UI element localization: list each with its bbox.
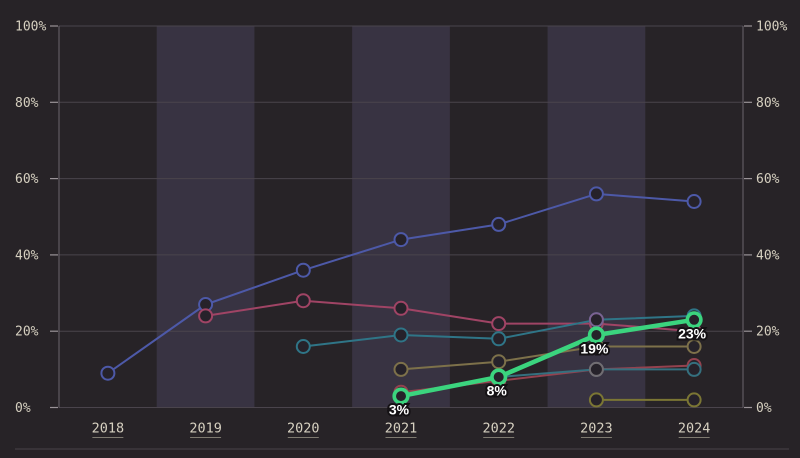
data-point-label-2023: 19%: [580, 341, 609, 357]
y-axis-label-left-100%: 100%: [15, 20, 46, 35]
y-axis-label-left-60%: 60%: [15, 172, 39, 187]
y-axis-label-left-80%: 80%: [15, 96, 39, 111]
band-layer: [156, 26, 646, 408]
y-axis-label-right-20%: 20%: [756, 325, 780, 340]
label-layer: 3% 8% 19% 23%: [387, 323, 709, 419]
data-point-olive-line-2024[interactable]: [686, 392, 702, 408]
data-point-green-highlight-line-2021[interactable]: [392, 387, 410, 405]
data-point-indigo-line-2018[interactable]: [100, 365, 116, 381]
data-point-green-highlight-line-2022[interactable]: [490, 368, 508, 386]
data-point-rose-line-2019[interactable]: [198, 308, 214, 324]
grid-layer: [59, 25, 743, 408]
data-point-violet-point-2023[interactable]: [588, 312, 604, 328]
data-point-indigo-line-2021[interactable]: [393, 232, 409, 248]
data-point-teal-line-2020[interactable]: [295, 339, 311, 354]
data-point-label-2021: 3%: [389, 402, 410, 418]
data-point-teal-line-2022[interactable]: [491, 331, 507, 347]
y-axis-label-left-0%: 0%: [15, 401, 31, 416]
highlight-band-2021: [352, 26, 450, 408]
y-axis-label-right-60%: 60%: [756, 172, 780, 187]
data-point-teal-line-2021[interactable]: [393, 327, 409, 343]
data-point-rose-line-2022[interactable]: [491, 316, 507, 332]
x-axis-label-2024[interactable]: 2024: [678, 421, 711, 437]
rose-line-path: [204, 299, 696, 333]
green-highlight-line-path: [398, 317, 697, 399]
x-axis-label-2019[interactable]: 2019: [189, 421, 222, 437]
series-layer: [100, 186, 703, 408]
data-point-indigo-line-2020[interactable]: [295, 262, 311, 278]
y-axis-label-left-20%: 20%: [15, 325, 39, 340]
data-point-olive-line-2023[interactable]: [588, 392, 604, 408]
x-axis-label-2022[interactable]: 2022: [482, 421, 515, 437]
x-axis-label-2018[interactable]: 2018: [92, 421, 125, 437]
highlight-band-2019: [156, 26, 255, 408]
y-axis-label-right-40%: 40%: [756, 248, 780, 263]
data-point-rose-line-2020[interactable]: [295, 293, 311, 309]
data-point-green-highlight-line-2023[interactable]: [587, 326, 606, 344]
x-axis-label-2021[interactable]: 2021: [385, 421, 418, 437]
data-point-label-2022: 8%: [487, 383, 508, 399]
data-point-khaki-line-2024[interactable]: [686, 339, 702, 354]
y-axis-label-left-40%: 40%: [15, 248, 39, 263]
data-point-green-highlight-line-2024[interactable]: [685, 311, 703, 329]
y-axis-label-right-0%: 0%: [756, 401, 772, 416]
y-axis-label-right-100%: 100%: [756, 20, 787, 35]
data-point-label-2024: 23%: [678, 325, 707, 341]
data-point-khaki-line-2022[interactable]: [491, 354, 507, 370]
x-axis-label-2020[interactable]: 2020: [287, 421, 320, 437]
data-point-indigo-line-2023[interactable]: [588, 186, 604, 202]
data-point-rose-line-2021[interactable]: [393, 300, 409, 316]
data-point-grey-point-2023[interactable]: [588, 361, 604, 377]
axis-layer: 0% 0% 20% 20% 40% 40% 60% 60% 80% 80% 100% 100% 2018…: [15, 20, 789, 450]
x-axis-label-2023[interactable]: 2023: [580, 421, 613, 437]
y-axis-label-right-80%: 80%: [756, 96, 780, 111]
data-point-khaki-line-2021[interactable]: [393, 361, 409, 377]
data-point-indigo-line-2024[interactable]: [686, 194, 702, 209]
data-point-indigo-line-2022[interactable]: [491, 216, 507, 232]
data-point-dark-cyan-line-2024[interactable]: [686, 361, 702, 377]
